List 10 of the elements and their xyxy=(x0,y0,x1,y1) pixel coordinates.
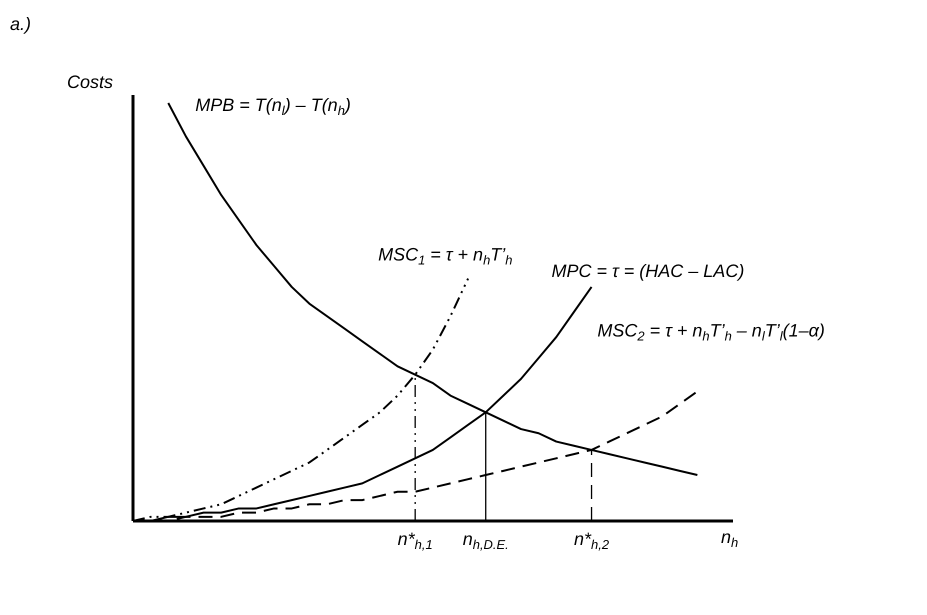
series-label: MPB = T(n$_{l}$) – T(n$_{h}$) xyxy=(195,95,351,118)
y-axis-title: Costs xyxy=(66,72,113,92)
x-tick-label: n$_{h,D.E.}$ xyxy=(462,529,509,552)
chart-title: a.) xyxy=(10,14,32,34)
x-tick-label: n*$_{h,2}$ xyxy=(574,529,610,552)
text: MSC$_{2}$ = τ + n$_{h}$T’$_{h}$ – n$_{l}$T’$_{l}$(1–α) xyxy=(597,320,825,344)
series-label: MSC$_{1}$ = τ + n$_{h}$T’$_{h}$ xyxy=(378,244,513,268)
x-tick-label: n*$_{h,1}$ xyxy=(398,529,433,552)
x-axis-title: n$_{h}$ xyxy=(721,527,738,550)
text: MPC = τ = (HAC – LAC) xyxy=(552,260,744,281)
